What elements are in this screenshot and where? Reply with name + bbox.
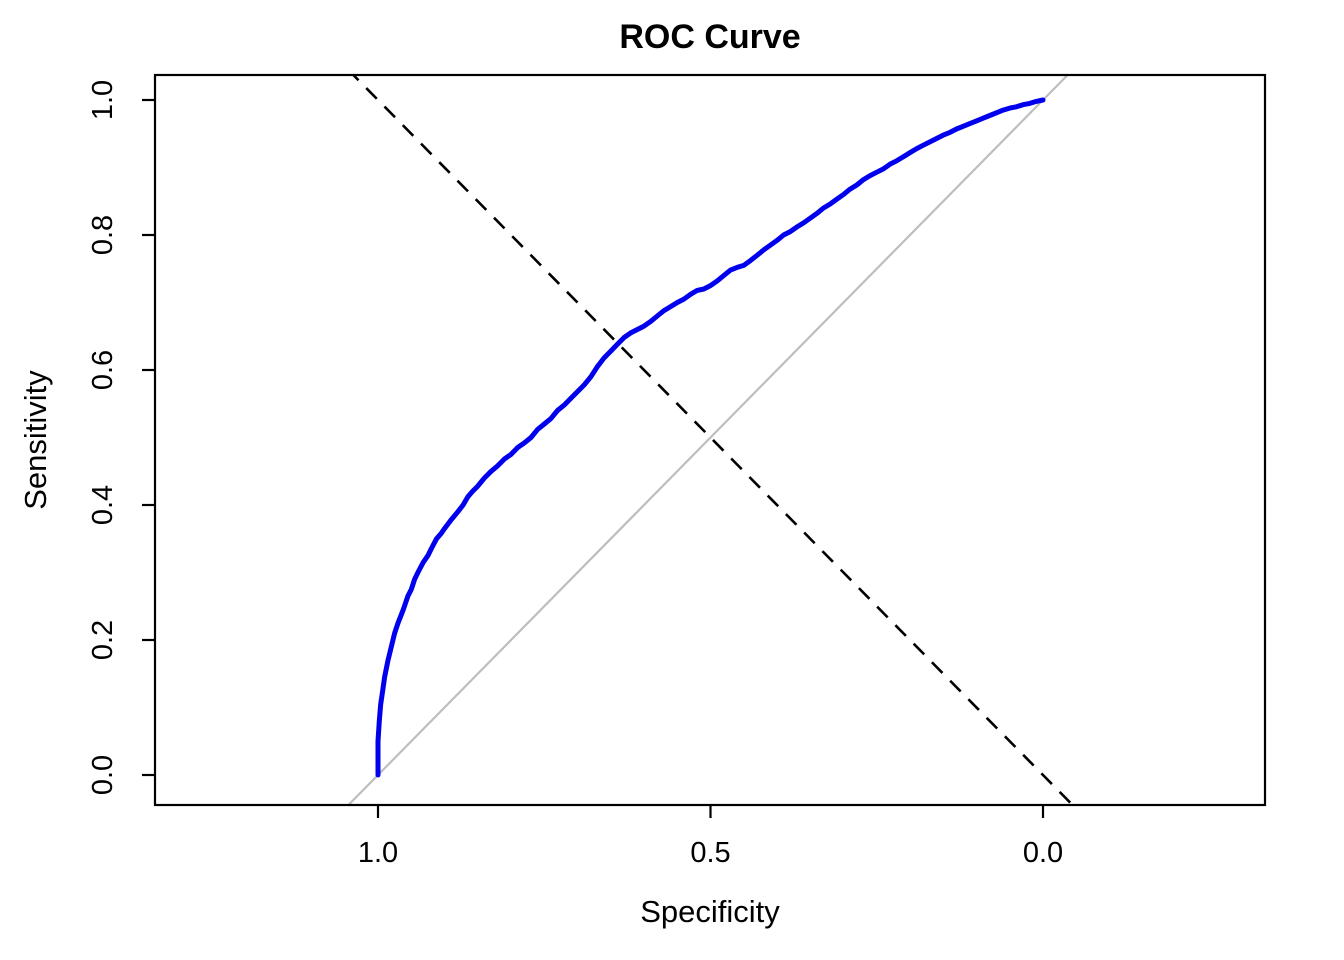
x-axis-title: Specificity [640,894,780,929]
y-tick-label: 0.2 [87,620,119,660]
y-axis-title: Sensitivity [18,370,53,510]
roc-curve [375,97,1046,778]
y-tick-label: 0.0 [87,755,119,795]
x-tick-label: 0.5 [690,837,730,869]
chart-title: ROC Curve [619,18,800,56]
x-tick-label: 0.0 [1023,837,1063,869]
y-tick-label: 0.8 [87,215,119,255]
y-tick-label: 0.4 [87,485,119,525]
dashed-diagonal [351,75,1075,805]
y-tick-label: 1.0 [87,80,119,120]
chance-line [346,75,1070,805]
plot-box [153,73,1267,807]
x-tick-label: 1.0 [358,837,398,869]
y-tick-label: 0.6 [87,350,119,390]
